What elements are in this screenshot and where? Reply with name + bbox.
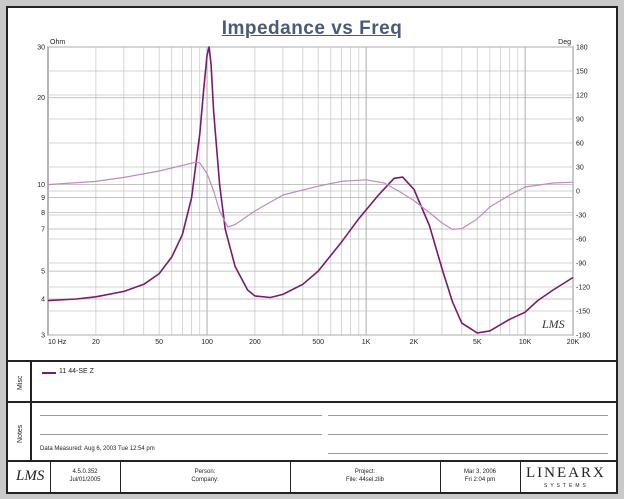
- y-right-tick-label: -180: [576, 333, 590, 340]
- y-right-unit: Deg: [558, 39, 571, 46]
- footer-person: Person: Company:: [120, 468, 290, 484]
- phase-line: [47, 161, 574, 230]
- legend-entry: 11 44-SE Z: [59, 368, 94, 375]
- footer-divider: [440, 462, 441, 494]
- x-tick-label: 200: [249, 339, 261, 346]
- note-line: [40, 415, 322, 416]
- project-label: Project:: [354, 469, 376, 475]
- footer-divider: [520, 462, 521, 494]
- note-line: [328, 434, 608, 435]
- lms-watermark: LMS: [541, 317, 565, 331]
- y-left-tick-label: 3: [41, 333, 45, 340]
- y-left-tick-label: 8: [41, 210, 45, 217]
- misc-section-label-box: Misc: [6, 362, 32, 401]
- legend-swatch: [42, 372, 56, 374]
- x-tick-label: 10K: [519, 339, 532, 346]
- impedance-line: [47, 46, 574, 334]
- y-right-tick-label: 60: [576, 141, 584, 148]
- x-tick-label: 10 Hz: [48, 339, 67, 346]
- x-tick-label: 20K: [567, 339, 580, 346]
- x-tick-label: 5K: [473, 339, 482, 346]
- linearx-systems: SYSTEMS: [544, 483, 589, 489]
- note-line: [40, 434, 322, 435]
- notes-section-label: Notes: [17, 424, 24, 443]
- y-right-tick-label: 120: [576, 93, 588, 100]
- footer-date: Mar 3, 2006 Fri 2:04 pm: [440, 468, 520, 484]
- x-tick-label: 20: [92, 339, 100, 346]
- y-right-tick-label: 0: [576, 189, 580, 196]
- y-right-tick-label: 180: [576, 45, 588, 52]
- separator-notes: [6, 401, 618, 403]
- x-tick-label: 50: [155, 339, 163, 346]
- measured-date: Data Measured: Aug 6, 2003 Tue 12:54 pm: [40, 446, 155, 452]
- y-left-tick-label: 5: [41, 269, 45, 276]
- company-label: Company:: [191, 477, 219, 483]
- footer-divider: [290, 462, 291, 494]
- y-left-tick-label: 7: [41, 227, 45, 234]
- y-right-tick-label: -60: [576, 237, 586, 244]
- y-left-tick-label: 4: [41, 297, 45, 304]
- y-right-tick-label: -120: [576, 285, 590, 292]
- x-tick-label: 100: [201, 339, 213, 346]
- report-date: Mar 3, 2006: [463, 469, 497, 475]
- footer-project: Project: File: 44sel.zlib: [290, 468, 440, 484]
- y-right-tick-label: -30: [576, 213, 586, 220]
- footer-divider: [50, 462, 51, 494]
- y-left-tick-label: 30: [37, 45, 45, 52]
- lms-logo: LMS: [16, 468, 45, 484]
- software-date: Jul/01/2005: [69, 477, 101, 483]
- report-time: Fri 2:04 pm: [464, 477, 496, 483]
- y-right-tick-label: 30: [576, 165, 584, 172]
- separator-footer: [6, 460, 618, 462]
- person-label: Person:: [194, 469, 216, 475]
- y-left-tick-label: 10: [37, 182, 45, 189]
- y-right-tick-label: -90: [576, 261, 586, 268]
- misc-section-label: Misc: [17, 375, 24, 390]
- x-tick-label: 500: [312, 339, 324, 346]
- file-label: File: 44sel.zlib: [345, 477, 384, 483]
- software-version: 4.5.0.352: [72, 469, 98, 475]
- x-tick-label: 2K: [410, 339, 419, 346]
- footer-divider: [120, 462, 121, 494]
- y-left-tick-label: 9: [41, 195, 45, 202]
- y-right-tick-label: -150: [576, 309, 590, 316]
- note-line: [328, 453, 608, 454]
- y-left-unit: Ohm: [50, 39, 65, 46]
- y-left-tick-label: 20: [37, 95, 45, 102]
- separator-legend: [6, 360, 618, 362]
- chart-title: Impedance vs Freq: [221, 18, 403, 39]
- note-line: [328, 415, 608, 416]
- footer-version: 4.5.0.352 Jul/01/2005: [50, 468, 120, 484]
- y-right-tick-label: 90: [576, 117, 584, 124]
- x-tick-label: 1K: [362, 339, 371, 346]
- notes-section-label-box: Notes: [6, 403, 32, 460]
- linearx-brand: LINEARX: [526, 465, 606, 481]
- y-right-tick-label: 150: [576, 69, 588, 76]
